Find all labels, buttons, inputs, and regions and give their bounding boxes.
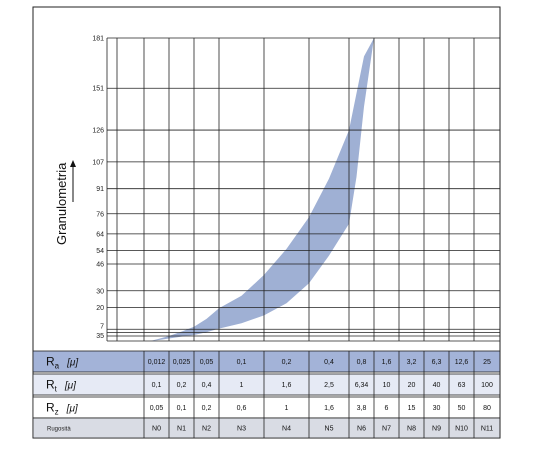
table-column-label: N6 <box>357 426 366 433</box>
table-cell: 0,6 <box>237 405 247 412</box>
table-footer-label: Rugosità <box>47 427 71 433</box>
table-cell: 0,05 <box>200 359 214 366</box>
table-cell: 0,012 <box>148 359 166 366</box>
table-cell: 0,1 <box>177 405 187 412</box>
table-row-label: Ra [μ] <box>46 355 78 371</box>
table-cell: 80 <box>483 405 491 412</box>
table-cell: 3,8 <box>357 405 367 412</box>
y-tick-label: 91 <box>96 186 104 193</box>
y-tick-label: 20 <box>96 305 104 312</box>
table-cell: 0,05 <box>150 405 164 412</box>
table-column-label: N1 <box>177 426 186 433</box>
roughness-band <box>150 38 374 341</box>
table-cell: 1,6 <box>382 359 392 366</box>
table-cell: 0,1 <box>237 359 247 366</box>
table-cell: 12,6 <box>455 359 469 366</box>
y-tick-label: 35 <box>96 333 104 340</box>
row-subscript: z <box>55 408 59 417</box>
row-subscript: t <box>55 385 58 394</box>
row-symbol: R <box>46 401 55 415</box>
table-row-label: Rt [μ] <box>46 378 76 394</box>
row-unit: [μ] <box>66 404 78 415</box>
table-column-label: N7 <box>382 426 391 433</box>
table-cell: 6 <box>385 405 389 412</box>
table-column-label: N3 <box>237 426 246 433</box>
table-cell: 0,1 <box>152 382 162 389</box>
table-cell: 0,4 <box>324 359 334 366</box>
table-row-label: Rz [μ] <box>46 401 78 417</box>
y-axis-title: Granulometria <box>54 162 69 245</box>
table-cell: 63 <box>458 382 466 389</box>
table-cell: 0,025 <box>173 359 191 366</box>
y-tick-label: 64 <box>96 231 104 238</box>
y-tick-label: 46 <box>96 261 104 268</box>
table-row <box>32 417 501 439</box>
table-column-label: N4 <box>282 426 291 433</box>
table-cell: 6,3 <box>432 359 442 366</box>
table-column-label: N2 <box>202 426 211 433</box>
y-axis-arrowhead <box>70 160 76 167</box>
y-tick-label: 126 <box>92 128 104 135</box>
grid <box>32 6 501 439</box>
table-cell: 0,4 <box>202 382 212 389</box>
table-column-label: N5 <box>325 426 334 433</box>
row-unit: [μ] <box>64 381 76 392</box>
table-column-label: N8 <box>407 426 416 433</box>
table-cell: 1 <box>285 405 289 412</box>
outer-frame <box>32 6 501 439</box>
table-column-label: N0 <box>152 426 161 433</box>
row-symbol: R <box>46 355 55 369</box>
table-column-label: N9 <box>432 426 441 433</box>
table-cell: 15 <box>408 405 416 412</box>
table-cell: 50 <box>458 405 466 412</box>
table-cell: 1,6 <box>324 405 334 412</box>
table-column-label: N10 <box>455 426 468 433</box>
y-tick-label: 76 <box>96 211 104 218</box>
table-cell: 0,2 <box>202 405 212 412</box>
y-tick-label: 107 <box>92 159 104 166</box>
y-tick-label: 7 <box>100 323 104 330</box>
table-cell: 1,6 <box>282 382 292 389</box>
y-tick-label: 30 <box>96 288 104 295</box>
y-axis-title-group: Granulometria <box>54 160 76 245</box>
table-cell: 1 <box>240 382 244 389</box>
row-subscript: a <box>55 362 60 371</box>
y-axis: 20 30 46 54 64 76 91 107 126 151 181 35 7 <box>92 36 104 340</box>
roughness-table: Ra [μ] 0,012 0,025 0,05 0,1 0,2 0,4 0,8 1,6 3,2 6,3… <box>32 350 501 439</box>
table-cell: 0,8 <box>357 359 367 366</box>
grid-lines <box>106 37 501 342</box>
row-unit: [μ] <box>66 358 78 369</box>
table-cell: 100 <box>481 382 493 389</box>
table-cell: 40 <box>433 382 441 389</box>
table-row <box>32 350 501 373</box>
table-cell: 25 <box>483 359 491 366</box>
table-cell: 3,2 <box>407 359 417 366</box>
table-row <box>32 396 501 419</box>
table-cell: 6,34 <box>355 382 369 389</box>
table-cell: 30 <box>433 405 441 412</box>
table-row <box>32 373 501 396</box>
table-cell: 10 <box>383 382 391 389</box>
row-symbol: R <box>46 378 55 392</box>
band-layer <box>150 38 374 341</box>
table-cell: 0,2 <box>282 359 292 366</box>
table-cell: 2,5 <box>324 382 334 389</box>
table-column-label: N11 <box>481 426 493 433</box>
y-tick-label: 151 <box>92 86 104 93</box>
table-cell: 0,2 <box>177 382 187 389</box>
y-tick-label: 181 <box>92 36 104 43</box>
table-cell: 20 <box>408 382 416 389</box>
y-tick-label: 54 <box>96 248 104 255</box>
